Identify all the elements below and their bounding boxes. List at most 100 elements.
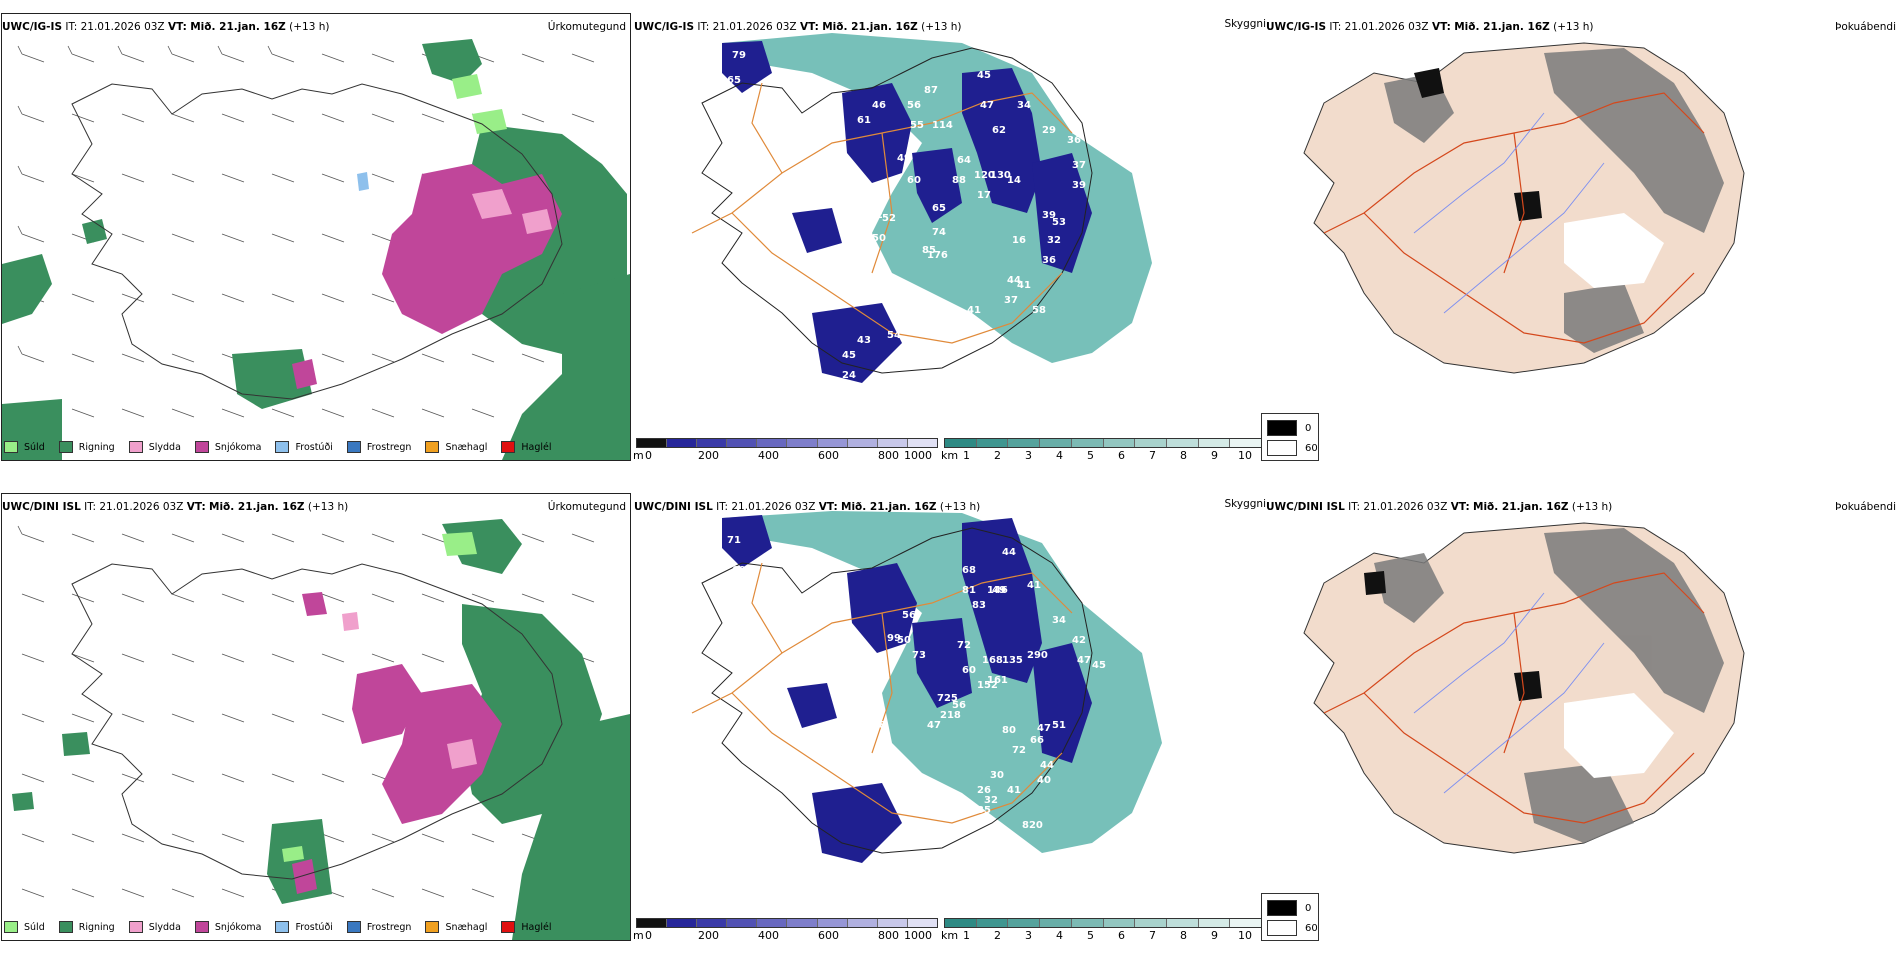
ceiling-tick: 800: [878, 929, 899, 942]
ceiling-label: 80: [1002, 725, 1016, 736]
precip-legend: Súld Rigning Slydda Snjókoma Frostúði Fr…: [4, 917, 566, 937]
visibility-tick: 8: [1180, 929, 1187, 942]
ceiling-label: 39: [1072, 180, 1086, 191]
ceiling-label: 952: [862, 210, 883, 221]
precip-map-frame: [1, 13, 631, 461]
visibility-tick: 4: [1056, 449, 1063, 462]
ceiling-label: 35: [977, 805, 991, 816]
visibility-tick: 3: [1025, 929, 1032, 942]
panel-title: Úrkomutegund: [547, 21, 626, 33]
forecast-row-bottom: UWC/DINI ISL IT: 21.01.2026 03Z VT: Mið.…: [0, 493, 1900, 963]
panel-header: UWC/IG-IS IT: 21.01.2026 03Z VT: Mið. 21…: [2, 21, 330, 33]
visibility-colorbar: [944, 918, 1262, 928]
snow-areas: [292, 592, 502, 894]
ceiling-visibility-panel: 79 65 64 88 59 45 47 34 62 29 36 37 39 61 46 56 55 114 87 4…: [632, 13, 1267, 473]
ceiling-label: 87: [924, 85, 938, 96]
ceiling-label: 91: [932, 320, 946, 331]
ceiling-label: 85: [922, 245, 936, 256]
visibility-tick: 5: [1087, 929, 1094, 942]
visibility-tick: 2: [994, 449, 1001, 462]
ceiling-label: 41: [1007, 785, 1021, 796]
ceiling-label: 168: [982, 655, 1003, 666]
fog-indicator-map: [1303, 42, 1745, 374]
visibility-unit: km: [941, 929, 959, 942]
ceiling-tick: 0: [645, 449, 652, 462]
legend-item: Frostúði: [275, 921, 333, 933]
panel-header: UWC/DINI ISL IT: 21.01.2026 03Z VT: Mið.…: [2, 501, 349, 513]
visibility-tick: 7: [1149, 929, 1156, 942]
ceiling-label: 56: [907, 100, 921, 111]
ceiling-label: 52: [882, 213, 896, 224]
ceiling-label: 14: [1007, 175, 1021, 186]
ceiling-label: 26: [977, 785, 991, 796]
ceiling-label: 135: [1002, 655, 1023, 666]
ceiling-label: 39: [1042, 210, 1056, 221]
ceiling-label: 43: [857, 335, 871, 346]
ceiling-label: 47: [980, 100, 994, 111]
snow-areas: [292, 164, 562, 389]
visibility-tick: 1: [963, 929, 970, 942]
coastline: [701, 47, 1093, 374]
ceiling-label: 34: [1052, 615, 1066, 626]
ceiling-label: 290: [1027, 650, 1048, 661]
sleet-areas: [342, 612, 477, 769]
ceiling-label: 72: [957, 640, 971, 651]
visibility-tick: 10: [1238, 929, 1252, 942]
legend-item: Rigning: [58, 921, 115, 933]
ceiling-label: 61: [857, 115, 871, 126]
visibility-tick: 9: [1211, 929, 1218, 942]
fog-legend: 0 60: [1261, 413, 1319, 461]
ceiling-label: 47: [927, 720, 941, 731]
ceiling-label: 45: [842, 350, 856, 361]
ceiling-label: 56: [952, 700, 966, 711]
ceiling-unit: m: [633, 929, 644, 942]
ceiling-label: 50: [872, 233, 886, 244]
visibility-tick: 5: [1087, 449, 1094, 462]
ceiling-label: 83: [972, 600, 986, 611]
ceiling-label: 60: [962, 665, 976, 676]
rivers: [1413, 592, 1605, 794]
precip-type-panel: UWC/DINI ISL IT: 21.01.2026 03Z VT: Mið.…: [0, 493, 632, 953]
panel-title: Úrkomutegund: [547, 501, 626, 513]
ceiling-label: 41: [1017, 280, 1031, 291]
roads: [1323, 572, 1705, 824]
ceiling-tick: 400: [758, 929, 779, 942]
visibility-tick: 4: [1056, 929, 1063, 942]
fog-clear-areas: [1564, 213, 1664, 288]
sleet-areas: [472, 189, 552, 234]
ceiling-label: 36: [1042, 255, 1056, 266]
fog-legend-item: 60: [1267, 440, 1318, 456]
ceiling-label: 49: [897, 153, 911, 164]
ceiling-label: 44: [1007, 275, 1021, 286]
precip-type-map: [2, 39, 630, 460]
ceiling-tick: 200: [698, 929, 719, 942]
panel-title: Skyggni: [1224, 18, 1267, 30]
coastline: [701, 527, 1093, 854]
legend-item: Snjókoma: [194, 921, 261, 933]
ceiling-label: 72: [1012, 745, 1026, 756]
ceiling-label: 114: [932, 120, 953, 131]
ceiling-label: 29: [1042, 125, 1056, 136]
ceiling-label: 46: [872, 100, 886, 111]
ceiling-tick: 600: [818, 929, 839, 942]
ceiling-label: 44: [1040, 760, 1054, 771]
ceiling-label: 73: [942, 823, 956, 834]
ceiling-label: 65: [932, 203, 946, 214]
ceiling-label: 10: [957, 840, 971, 851]
legend-item: Haglél: [501, 921, 552, 933]
ceiling-label: 81: [962, 585, 976, 596]
fog-legend: 0 60: [1261, 893, 1319, 941]
coastline: [71, 83, 563, 400]
ceiling-label: 40: [1037, 775, 1051, 786]
roads: [691, 562, 1073, 824]
ceiling-label: 30: [990, 770, 1004, 781]
fog-legend-item: 0: [1267, 900, 1311, 916]
fog-indicator-panel: UWC/DINI ISL IT: 21.01.2026 03Z VT: Mið.…: [1261, 493, 1900, 953]
precip-type-panel: UWC/IG-IS IT: 21.01.2026 03Z VT: Mið. 21…: [0, 13, 632, 473]
ceiling-unit: m: [633, 449, 644, 462]
ceiling-colorbar: [636, 438, 938, 448]
rivers: [1413, 112, 1605, 314]
ceiling-label: 91: [902, 305, 916, 316]
ceiling-label: 47: [1037, 723, 1051, 734]
